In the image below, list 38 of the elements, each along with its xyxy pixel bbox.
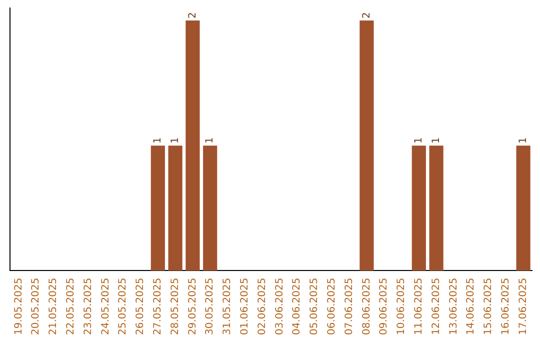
x-tick-label: 13.06.2025 [448, 278, 460, 336]
x-tick-label: 21.05.2025 [48, 278, 60, 336]
x-tick-label: 08.06.2025 [361, 278, 372, 336]
x-tick-label: 15.06.2025 [483, 278, 494, 336]
x-tick-label: 03.06.2025 [274, 278, 286, 336]
x-tick-label: 27.05.2025 [152, 278, 164, 336]
x-tick-label: 09.06.2025 [378, 278, 390, 336]
x-tick-label: 07.06.2025 [344, 278, 355, 336]
x-tick-label: 12.06.2025 [430, 278, 442, 336]
x-tick-label: 20.05.2025 [30, 278, 42, 336]
x-tick-label: 04.06.2025 [292, 278, 303, 336]
x-tick-label: 26.05.2025 [135, 278, 146, 336]
data-label: 2 [361, 12, 372, 19]
data-label: 1 [204, 137, 216, 144]
x-tick-label: 14.06.2025 [466, 278, 477, 336]
data-label: 1 [170, 137, 181, 144]
x-tick-label: 19.05.2025 [13, 278, 24, 336]
x-tick-label: 05.06.2025 [309, 278, 320, 336]
x-tick-label: 31.05.2025 [222, 278, 234, 336]
x-tick-label: 10.06.2025 [396, 278, 408, 336]
x-tick-label: 22.05.2025 [65, 278, 76, 336]
x-tick-label: 17.06.2025 [518, 278, 529, 336]
x-tick-label: 29.05.2025 [187, 278, 198, 336]
data-label: 2 [187, 12, 198, 19]
data-label: 1 [152, 137, 164, 144]
data-label: 1 [518, 137, 529, 144]
data-label: 1 [430, 137, 442, 144]
x-tick-label: 02.06.2025 [256, 278, 268, 336]
x-tick-label: 11.06.2025 [413, 278, 424, 336]
x-tick-label: 24.05.2025 [100, 278, 112, 336]
x-tick-label: 06.06.2025 [326, 278, 338, 336]
x-tick-label: 30.05.2025 [204, 278, 216, 336]
x-tick-label: 23.05.2025 [82, 278, 94, 336]
x-tick-label: 28.05.2025 [170, 278, 181, 336]
data-label: 1 [413, 137, 424, 144]
x-tick-label: 16.06.2025 [500, 278, 512, 336]
x-tick-label: 25.05.2025 [118, 278, 129, 336]
x-tick-label: 01.06.2025 [239, 278, 250, 336]
